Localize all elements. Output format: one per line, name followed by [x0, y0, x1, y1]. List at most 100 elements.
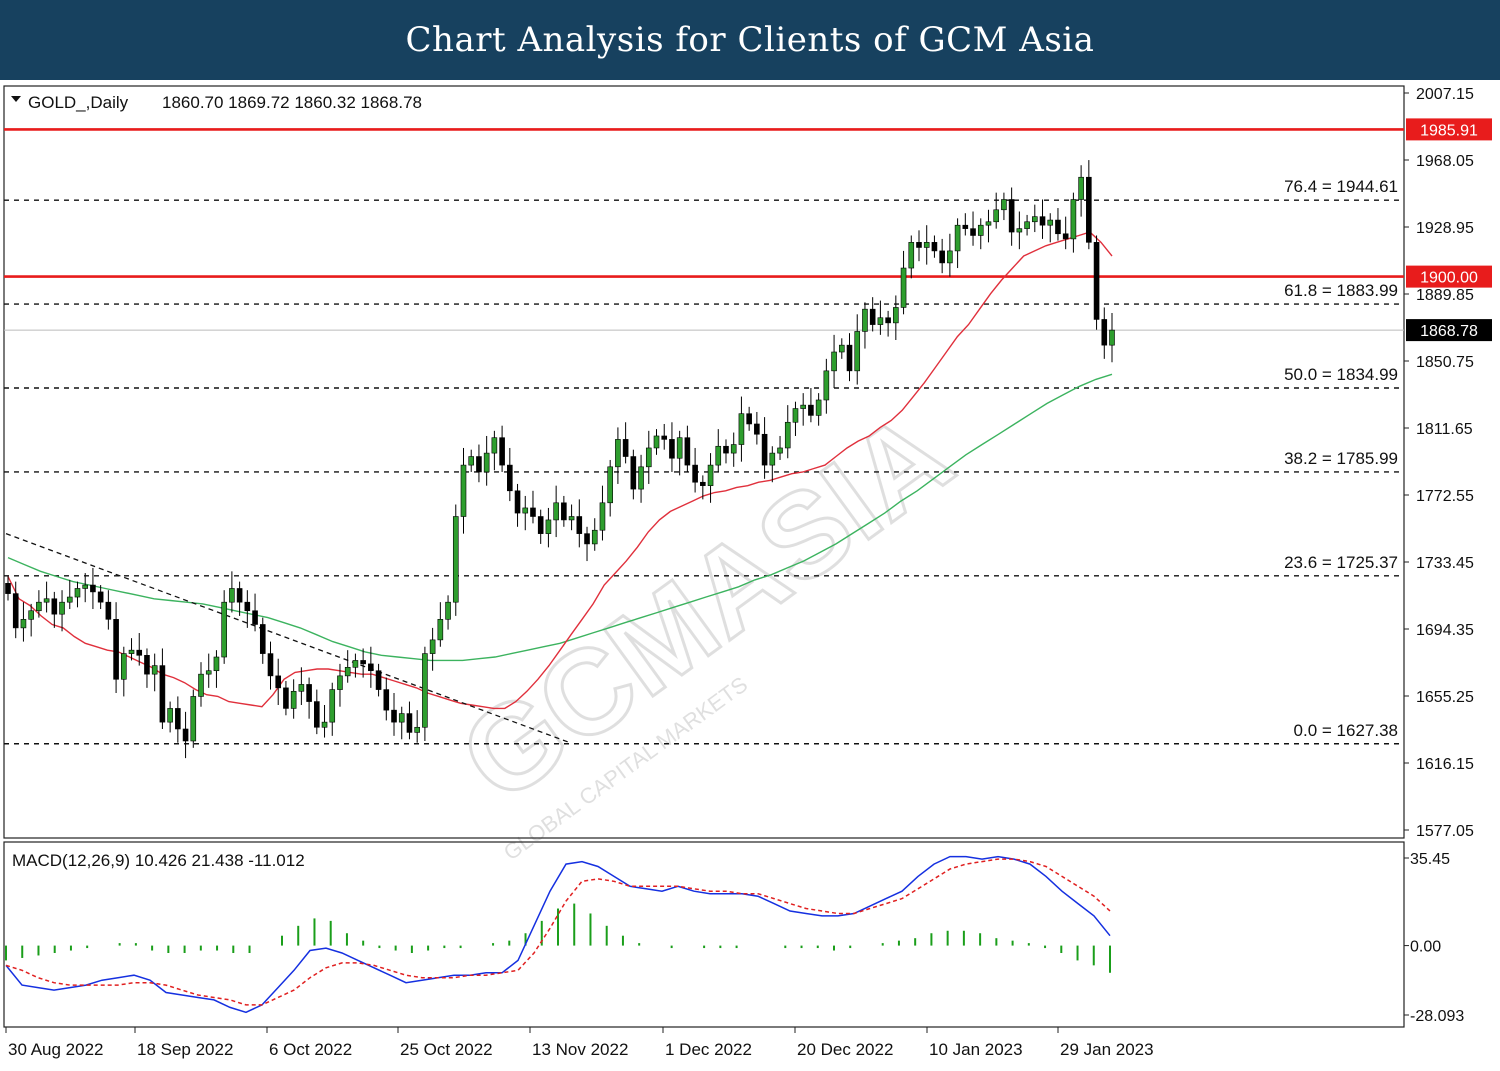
page-title: Chart Analysis for Clients of GCM Asia	[405, 20, 1095, 60]
candle-bearish	[808, 404, 814, 416]
candle-bearish	[499, 437, 505, 466]
candle-bullish	[800, 404, 806, 409]
candle-bullish	[422, 653, 428, 728]
candle-bullish	[653, 435, 660, 449]
candle-bearish	[761, 433, 768, 466]
moving-averages	[5, 231, 1113, 744]
candle-bullish	[445, 601, 451, 620]
candle-bullish	[74, 588, 81, 598]
macd-main-line	[5, 855, 1111, 1014]
candle-bullish	[190, 696, 197, 742]
candle-bullish	[877, 317, 884, 325]
candle-bearish	[368, 663, 374, 672]
candle-bullish	[615, 439, 621, 468]
resistance-price-label: 1985.91	[1420, 122, 1478, 139]
fibonacci-label: 61.8 = 1883.99	[1284, 281, 1398, 300]
price-axis-label: 1772.55	[1416, 488, 1474, 505]
candle-bearish	[507, 464, 513, 492]
candle-bullish	[553, 502, 559, 521]
candle-bullish	[854, 331, 861, 372]
date-axis: 30 Aug 2022 18 Sep 2022 6 Oct 2022 25 Oct 2…	[5, 1027, 1154, 1059]
macd-axis-label: -28.093	[1410, 1008, 1464, 1025]
macd-panel: 35.45 0.00 -28.093 MACD(12,26,9) 10.426 21…	[3, 841, 1464, 1028]
macd-series	[5, 855, 1111, 1014]
candle-bearish	[684, 437, 691, 466]
candle-bearish	[962, 224, 969, 229]
candle-bullish	[784, 421, 791, 449]
candle-bearish	[869, 308, 876, 325]
candle-bearish	[267, 653, 274, 677]
candle-bearish	[105, 601, 112, 620]
candle-bullish	[568, 516, 575, 521]
candle-bearish	[537, 516, 544, 534]
candle-bullish	[460, 464, 467, 517]
candle-bearish	[630, 456, 637, 490]
candle-bearish	[275, 675, 282, 689]
macd-axis-label: 35.45	[1410, 851, 1450, 868]
candle-bullish	[468, 456, 475, 466]
candle-bearish	[754, 423, 760, 435]
candle-bearish	[514, 490, 521, 514]
candle-bullish	[1078, 176, 1084, 200]
candle-bearish	[244, 601, 251, 612]
symbol-label: GOLD_,Daily	[28, 93, 129, 112]
candle-bullish	[36, 601, 42, 612]
candle-bullish	[43, 598, 50, 603]
candle-bullish	[599, 502, 606, 531]
candle-bullish	[738, 413, 745, 445]
candle-bearish	[136, 649, 143, 656]
fibonacci-label: 0.0 = 1627.38	[1294, 721, 1398, 740]
resistance-layer	[4, 128, 1404, 331]
candle-bullish	[769, 452, 776, 466]
candle-bullish	[337, 675, 343, 690]
candle-bullish	[993, 209, 999, 223]
candle-bullish	[893, 307, 899, 324]
candle-bearish	[661, 435, 668, 440]
fibonacci-layer: 76.4 = 1944.61 61.8 = 1883.99 50.0 = 1834.…	[4, 177, 1404, 745]
header-banner: Chart Analysis for Clients of GCM Asia	[0, 0, 1500, 80]
price-axis-label: 1616.15	[1416, 756, 1474, 773]
candle-bullish	[28, 610, 34, 620]
candle-bullish	[491, 437, 498, 454]
price-panel: 76.4 = 1944.61 61.8 = 1883.99 50.0 = 1834.…	[3, 85, 1492, 840]
candle-bearish	[723, 445, 729, 454]
svg-text:GCMASIA: GCMASIA	[437, 386, 974, 827]
candle-bullish	[985, 221, 992, 226]
candle-bullish	[151, 665, 158, 675]
fibonacci-label: 23.6 = 1725.37	[1284, 553, 1398, 572]
macd-axis-label: 0.00	[1410, 939, 1441, 956]
candle-bullish	[823, 370, 830, 401]
candle-bearish	[175, 708, 181, 730]
date-axis-label: 25 Oct 2022	[400, 1040, 493, 1059]
candle-bullish	[290, 690, 297, 709]
dropdown-triangle-icon[interactable]	[11, 96, 21, 102]
candle-bearish	[314, 701, 320, 728]
candle-bearish	[391, 709, 397, 723]
candle-bearish	[1086, 176, 1092, 243]
candle-bearish	[846, 344, 853, 372]
candle-bullish	[1070, 199, 1077, 240]
date-axis-label: 6 Oct 2022	[269, 1040, 352, 1059]
candle-bullish	[715, 445, 722, 466]
candle-bullish	[82, 584, 89, 589]
candle-bearish	[306, 684, 312, 702]
macd-panel-frame	[3, 841, 1405, 1028]
candle-bullish	[66, 596, 73, 603]
price-chart: GCMASIA GLOBAL CAPITAL MARKETS 76.4 = 19…	[3, 85, 1492, 1059]
price-axis-label: 2007.15	[1416, 86, 1474, 103]
date-axis-label: 29 Jan 2023	[1060, 1040, 1154, 1059]
candle-bullish	[792, 408, 799, 423]
candle-bullish	[676, 437, 683, 459]
candle-bearish	[375, 670, 382, 690]
candle-bearish	[144, 655, 150, 675]
candle-bullish	[229, 588, 235, 603]
candle-bearish	[90, 584, 96, 593]
candle-bullish	[121, 653, 127, 680]
date-axis-label: 18 Sep 2022	[137, 1040, 233, 1059]
current-price-tag	[1406, 319, 1492, 342]
moving-average-red-line	[7, 231, 1113, 710]
candle-bearish	[476, 456, 482, 473]
candle-bearish	[113, 619, 119, 680]
candle-bullish	[429, 639, 436, 654]
candle-bullish	[923, 242, 930, 248]
